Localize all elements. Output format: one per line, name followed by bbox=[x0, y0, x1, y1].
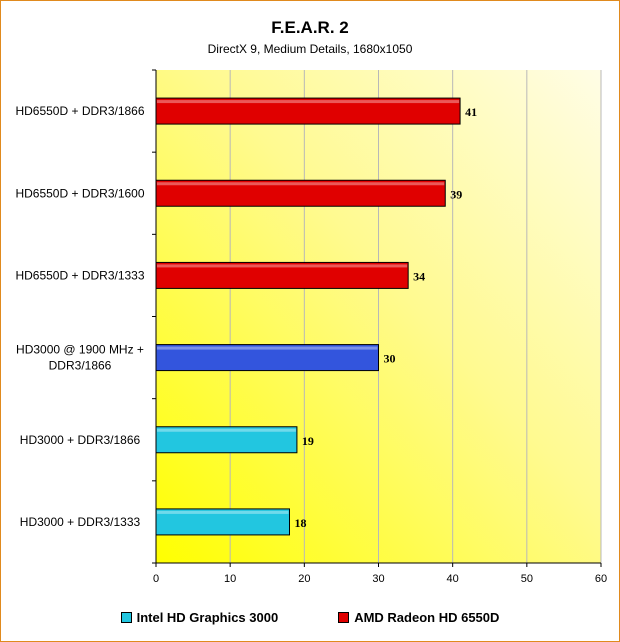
legend: Intel HD Graphics 3000 AMD Radeon HD 655… bbox=[0, 610, 620, 625]
category-label: HD6550D + DDR3/1333 bbox=[15, 268, 144, 282]
bar bbox=[155, 426, 298, 454]
data-label: 19 bbox=[302, 434, 314, 448]
bar-highlight bbox=[157, 100, 460, 104]
legend-label-intel: Intel HD Graphics 3000 bbox=[136, 610, 279, 625]
x-tick-label: 30 bbox=[372, 573, 384, 585]
category-label: HD6550D + DDR3/1866 bbox=[15, 104, 144, 118]
bar-highlight bbox=[157, 182, 445, 186]
data-label: 39 bbox=[450, 187, 462, 201]
category-label: HD3000 @ 1900 MHz + DDR3/1866 bbox=[16, 343, 144, 373]
bar-highlight bbox=[157, 510, 289, 514]
x-tick-label: 60 bbox=[595, 573, 607, 585]
x-tick-label: 10 bbox=[224, 573, 236, 585]
chart-subtitle: DirectX 9, Medium Details, 1680x1050 bbox=[207, 42, 413, 56]
category-label-line: HD3000 + DDR3/1866 bbox=[20, 433, 141, 447]
bar bbox=[155, 261, 409, 289]
category-label-line: HD6550D + DDR3/1600 bbox=[15, 186, 144, 200]
chart-title: F.E.A.R. 2 bbox=[271, 18, 349, 37]
data-label: 30 bbox=[384, 352, 396, 366]
bar bbox=[155, 344, 379, 372]
legend-item-amd: AMD Radeon HD 6550D bbox=[338, 610, 499, 625]
category-label-line: HD6550D + DDR3/1333 bbox=[15, 268, 144, 282]
legend-label-amd: AMD Radeon HD 6550D bbox=[354, 610, 500, 625]
legend-swatch-amd bbox=[338, 612, 350, 623]
bar bbox=[155, 179, 446, 207]
bar bbox=[155, 508, 290, 536]
category-label-line: HD6550D + DDR3/1866 bbox=[15, 104, 144, 118]
x-tick-label: 40 bbox=[447, 573, 459, 585]
x-tick-label: 0 bbox=[153, 573, 159, 585]
bar-highlight bbox=[157, 346, 378, 350]
legend-swatch-intel bbox=[120, 612, 132, 623]
legend-item-intel: Intel HD Graphics 3000 bbox=[120, 610, 279, 625]
x-tick-label: 20 bbox=[298, 573, 310, 585]
data-label: 34 bbox=[413, 269, 425, 283]
data-label: 41 bbox=[465, 105, 477, 119]
category-label: HD6550D + DDR3/1600 bbox=[15, 186, 144, 200]
data-label: 18 bbox=[295, 516, 307, 530]
x-tick-label: 50 bbox=[521, 573, 533, 585]
category-label: HD3000 + DDR3/1866 bbox=[20, 433, 141, 447]
category-label-line: HD3000 @ 1900 MHz + bbox=[16, 343, 144, 357]
category-label-line: DDR3/1866 bbox=[49, 359, 112, 373]
category-label-line: HD3000 + DDR3/1333 bbox=[20, 515, 141, 529]
bar-highlight bbox=[157, 428, 296, 432]
bar bbox=[155, 97, 461, 125]
bar-highlight bbox=[157, 264, 408, 268]
category-label: HD3000 + DDR3/1333 bbox=[20, 515, 141, 529]
